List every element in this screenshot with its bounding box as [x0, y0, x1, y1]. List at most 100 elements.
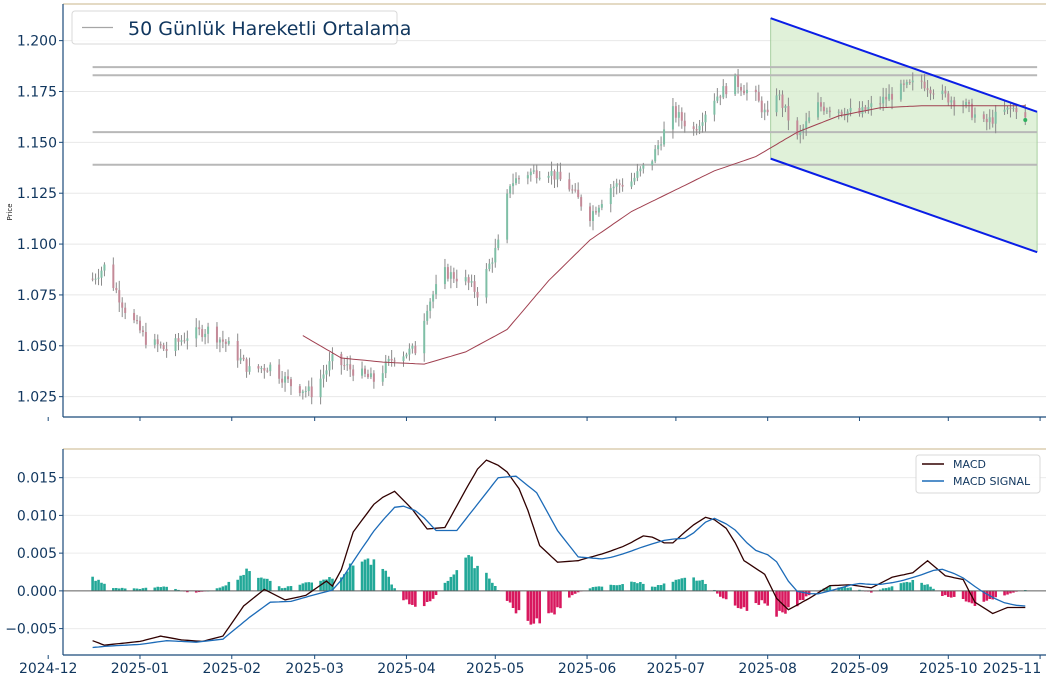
macd-ytick-label: 0.005 [17, 546, 57, 562]
macd-histogram-bar [609, 584, 613, 591]
macd-histogram-bar [488, 578, 491, 591]
candle-body [742, 90, 745, 94]
candle-body [1024, 112, 1027, 118]
candle-body [248, 366, 251, 372]
macd-histogram-bar [923, 584, 926, 591]
candle-body [402, 356, 405, 362]
macd-histogram-bar [754, 590, 758, 604]
candle-body [535, 170, 538, 179]
candle-body [550, 171, 553, 176]
macd-histogram-bar [526, 590, 530, 621]
macd-histogram-bar [325, 579, 328, 591]
macd-histogram-bar [902, 582, 906, 591]
macd-histogram-bar [381, 568, 385, 591]
macd-ytick-label: 0.010 [17, 508, 57, 524]
candle-body [381, 373, 384, 382]
price-ytick-label: 1.125 [17, 186, 57, 202]
macd-histogram-bar [144, 587, 148, 591]
candle-body [891, 93, 894, 100]
price-legend: 50 Günlük Hareketli Ortalama [71, 10, 411, 45]
macd-ytick-label: 0.000 [17, 584, 57, 600]
macd-histogram-bar [224, 585, 228, 591]
candle-body [781, 94, 784, 108]
candle-body [577, 189, 580, 198]
price-ytick-label: 1.100 [17, 237, 57, 253]
candle-body [941, 90, 944, 95]
macd-histogram-bar [218, 587, 222, 591]
candle-body [195, 327, 198, 339]
candle-body [319, 378, 322, 398]
macd-line [92, 459, 1026, 646]
candle-body [186, 338, 189, 341]
macd-histogram-bar [351, 565, 355, 591]
macd-histogram-bar [840, 587, 844, 591]
macd-histogram-bar [393, 588, 396, 591]
macd-histogram-bar [277, 586, 281, 591]
price-axis-label: Price [6, 203, 14, 220]
macd-histogram-bar [961, 590, 965, 599]
macd-histogram-bar [633, 582, 636, 591]
macd-histogram-bar [132, 588, 136, 591]
candle-body [722, 86, 725, 98]
macd-histogram-bar [949, 590, 953, 598]
candle-body [701, 122, 704, 126]
macd-histogram-bar [553, 590, 556, 615]
macd-histogram-bar [263, 578, 266, 591]
candle-body [325, 370, 328, 375]
candle-body [263, 368, 266, 371]
candle-body [287, 376, 290, 380]
macd-histogram-bar [742, 590, 746, 608]
macd-histogram-bar [514, 590, 518, 614]
macd-histogram-bar [724, 590, 728, 600]
macd-histogram-bar [304, 582, 308, 591]
candle-body [905, 82, 908, 85]
macd-histogram-bar [973, 590, 977, 606]
macd-histogram-bar [801, 590, 805, 600]
candle-body [879, 103, 882, 105]
candle-body [218, 339, 221, 343]
candle-body [837, 111, 840, 113]
candle-body [888, 93, 891, 100]
candle-body [882, 96, 885, 104]
macd-histogram-bar [529, 590, 533, 625]
candle-body [920, 80, 923, 82]
candle-body [760, 100, 763, 113]
macd-histogram-bar [716, 590, 719, 594]
macd-histogram-bar [1012, 590, 1015, 593]
candle-body [864, 107, 867, 111]
candle-body [817, 102, 820, 118]
macd-histogram-bar [411, 590, 414, 605]
macd-histogram-bar [390, 584, 393, 591]
candle-body [988, 117, 991, 123]
macd-histogram-bar [870, 590, 873, 593]
candle-body [393, 360, 396, 362]
macd-histogram-bar [982, 590, 986, 602]
candle-body [636, 171, 639, 178]
price-ytick-label: 1.200 [17, 34, 57, 50]
candle-body [112, 264, 115, 288]
candle-body [476, 291, 479, 298]
macd-histogram-bar [280, 588, 284, 591]
macd-histogram-bar [159, 587, 163, 591]
macd-histogram-bar [348, 563, 352, 591]
candle-body [858, 107, 861, 114]
macd-histogram-bar [757, 590, 761, 605]
date-tick-label: 2025-10 [919, 661, 978, 677]
candle-body [846, 111, 849, 116]
macd-histogram-bar [899, 583, 903, 591]
macd-histogram-bar [464, 557, 467, 591]
candle-body [808, 117, 811, 122]
macd-histogram-bar [653, 586, 657, 591]
candle-body [589, 206, 592, 221]
macd-histogram-bar [825, 587, 829, 591]
macd-histogram-bar [135, 588, 139, 591]
macd-histogram-bar [532, 590, 536, 624]
macd-histogram-bar [946, 590, 950, 597]
date-tick-label: 2025-05 [466, 661, 525, 677]
candle-body [591, 211, 594, 221]
candle-body [778, 94, 781, 96]
macd-histogram-bar [642, 583, 645, 591]
macd-histogram-bar [787, 590, 790, 608]
candle-body [713, 100, 716, 115]
candle-body [745, 89, 748, 94]
